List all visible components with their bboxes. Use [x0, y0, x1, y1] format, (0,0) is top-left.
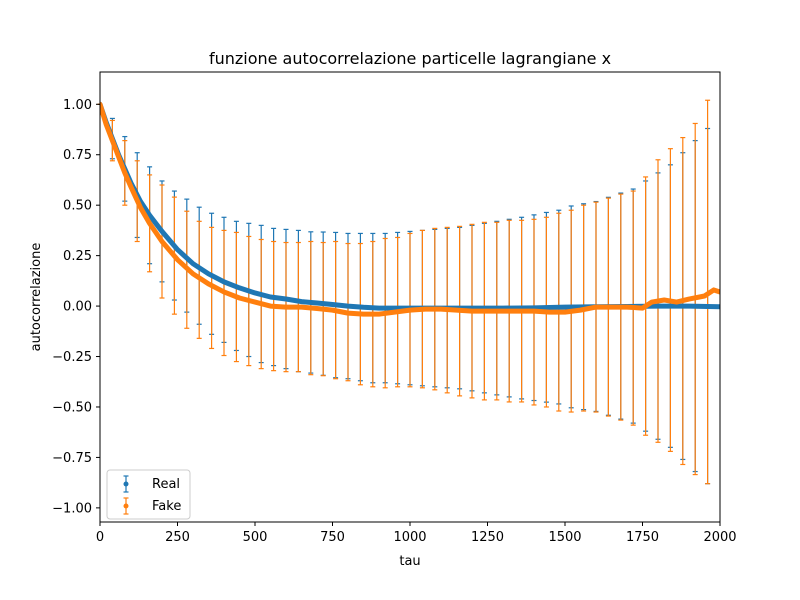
- x-tick-label: 1250: [471, 530, 504, 545]
- legend-real-label: Real: [152, 477, 180, 492]
- x-tick-label: 2000: [703, 530, 736, 545]
- chart-title: funzione autocorrelazione particelle lag…: [209, 49, 611, 68]
- curves-layer: [100, 101, 720, 317]
- y-tick-label: 0.00: [63, 300, 92, 315]
- y-tick-label: −1.00: [52, 501, 92, 516]
- x-tick-label: 1000: [393, 530, 426, 545]
- legend-point: [123, 503, 129, 509]
- y-tick-label: 0.50: [63, 199, 92, 214]
- legend-fake-marker: [123, 497, 129, 515]
- x-tick-label: 1500: [548, 530, 581, 545]
- y-tick-label: 0.25: [63, 249, 92, 264]
- y-tick-label: −0.50: [52, 400, 92, 415]
- legend-point: [123, 481, 129, 487]
- x-axis-label: tau: [399, 554, 420, 569]
- x-tick-label: 500: [243, 530, 268, 545]
- axes-layer: 0 250 500 750 1000 1250 1500 1750 2000 −1.00 −0.75…: [52, 71, 737, 545]
- y-tick-label: 0.75: [63, 148, 92, 163]
- x-tick-label: 0: [96, 530, 104, 545]
- fake-data-curve: [100, 101, 720, 317]
- legend-real-marker: [123, 475, 129, 493]
- x-tick-label: 1750: [626, 530, 659, 545]
- x-tick-label: 750: [320, 530, 345, 545]
- legend-fake-label: Fake: [152, 499, 181, 514]
- y-axis-label: autocorrelazione: [29, 243, 44, 352]
- legend: Real Fake: [106, 469, 191, 520]
- y-tick-label: −0.25: [52, 350, 92, 365]
- y-tick-label: −0.75: [52, 451, 92, 466]
- y-tick-label: 1.00: [63, 98, 92, 113]
- x-tick-label: 250: [165, 530, 190, 545]
